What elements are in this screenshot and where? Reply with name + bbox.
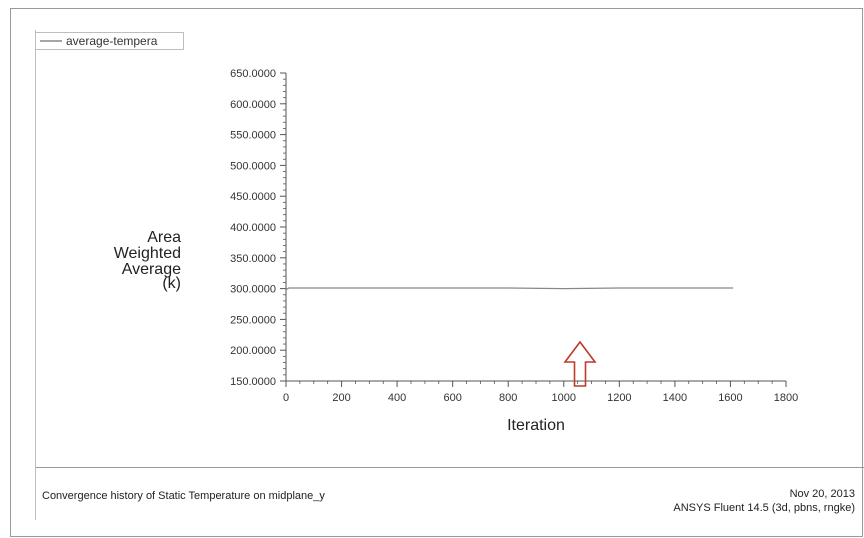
- y-axis-title-line-4: (k): [162, 275, 181, 292]
- y-tick-label: 200.0000: [230, 345, 276, 357]
- x-tick-label: 1400: [663, 392, 687, 404]
- y-tick-label: 150.0000: [230, 376, 276, 388]
- y-tick-label: 350.0000: [230, 253, 276, 265]
- footer-date: Nov 20, 2013: [790, 488, 855, 500]
- series-layer: [285, 287, 734, 291]
- x-axis-title: Iteration: [507, 417, 565, 434]
- x-tick-label: 1800: [774, 392, 798, 404]
- y-tick-label: 250.0000: [230, 314, 276, 326]
- y-axis-title-line-3: Average: [122, 261, 181, 278]
- x-tick-label: 1200: [607, 392, 631, 404]
- legend-label: average-tempera: [66, 34, 158, 48]
- x-ticks: 0 200 400 600 800 1000 1200 1400 1600 1800: [283, 381, 798, 404]
- y-tick-label: 300.0000: [230, 284, 276, 296]
- x-tick-label: 0: [283, 392, 289, 404]
- y-ticks: 150.0000 200.0000 250.0000 300.0000 350.0000…: [230, 68, 286, 388]
- footer-software: ANSYS Fluent 14.5 (3d, pbns, rngke): [673, 502, 855, 514]
- x-tick-label: 800: [499, 392, 517, 404]
- footer-caption: Convergence history of Static Temperatur…: [42, 490, 325, 502]
- y-axis-title-line-1: Area: [147, 229, 181, 246]
- red-up-arrow-icon: [563, 340, 597, 387]
- y-tick-label: 600.0000: [230, 99, 276, 111]
- x-tick-label: 400: [388, 392, 406, 404]
- y-tick-label: 400.0000: [230, 222, 276, 234]
- x-tick-label: 200: [332, 392, 350, 404]
- y-tick-label: 550.0000: [230, 130, 276, 142]
- legend: average-tempera: [35, 32, 184, 50]
- y-axis-title-line-2: Weighted: [114, 245, 181, 262]
- legend-box: [35, 32, 184, 50]
- y-tick-label: 450.0000: [230, 191, 276, 203]
- y-axis-title: Area Weighted Average (k): [114, 229, 181, 292]
- series-line-average-tempera: [285, 287, 734, 291]
- window-border: [10, 8, 863, 537]
- x-tick-label: 1600: [718, 392, 742, 404]
- y-tick-label: 650.0000: [230, 68, 276, 80]
- y-tick-label: 500.0000: [230, 160, 276, 172]
- x-tick-label: 600: [443, 392, 461, 404]
- x-tick-label: 1000: [552, 392, 576, 404]
